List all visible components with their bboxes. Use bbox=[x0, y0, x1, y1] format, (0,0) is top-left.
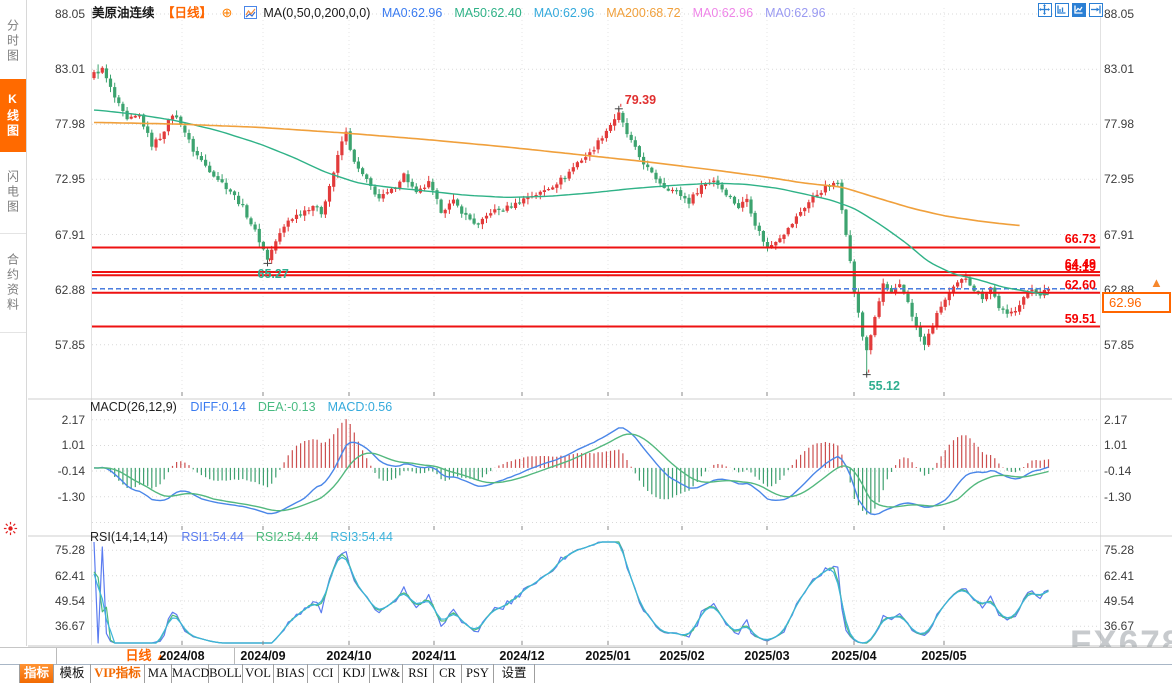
rsi-title: RSI(14,14,14) bbox=[90, 530, 168, 544]
macd-title: MACD(26,12,9) bbox=[90, 400, 177, 414]
tab-rsi[interactable]: RSI bbox=[403, 664, 434, 683]
tab-macd[interactable]: MACD bbox=[172, 664, 210, 683]
tab-vol[interactable]: VOL bbox=[243, 664, 274, 683]
x-axis-date: 2025/04 bbox=[831, 649, 877, 663]
ma-readout: MA50:62.40 bbox=[454, 6, 522, 20]
alert-icon[interactable] bbox=[3, 521, 18, 536]
x-axis-date: 2024/12 bbox=[499, 649, 545, 663]
tab-template[interactable]: 模板 bbox=[54, 664, 91, 683]
x-axis-date: 2024/11 bbox=[411, 649, 457, 663]
tab-vip-indicator[interactable]: VIP指标 bbox=[91, 664, 145, 683]
tab-boll[interactable]: BOLL bbox=[209, 664, 243, 683]
macd-panel-header: MACD(26,12,9) DIFF:0.14 DEA:-0.13 MACD:0.5… bbox=[90, 400, 404, 416]
period-selector[interactable]: 日线 ▲ bbox=[56, 648, 235, 664]
macd-readout: MACD:0.56 bbox=[327, 400, 393, 414]
rsi-readouts: RSI1:54.44 RSI2:54.44 RSI3:54.44 bbox=[181, 530, 405, 544]
sidebar-item-contract-info[interactable]: 合约资料 bbox=[0, 233, 26, 333]
chart-type-icon[interactable] bbox=[243, 6, 257, 19]
indicator-tab-bar: 指标 模板 VIP指标 MA MACD BOLL VOL BIAS CCI KDJ LW& RSI CR… bbox=[19, 664, 535, 683]
ma-settings-label: MA(0,50,0,200,0,0) bbox=[263, 6, 371, 20]
x-axis-date: 2025/02 bbox=[659, 649, 705, 663]
x-axis-date: 2025/05 bbox=[921, 649, 967, 663]
rsi-readout: RSI1:54.44 bbox=[181, 530, 244, 544]
tab-kdj[interactable]: KDJ bbox=[339, 664, 370, 683]
chart-panel-icon[interactable] bbox=[1072, 3, 1086, 17]
tab-cci[interactable]: CCI bbox=[308, 664, 339, 683]
x-axis-date: 2025/01 bbox=[585, 649, 631, 663]
tab-bias[interactable]: BIAS bbox=[274, 664, 308, 683]
sidebar-item-timeshare[interactable]: 分时图 bbox=[0, 4, 26, 80]
tab-settings[interactable]: 设置 bbox=[494, 664, 535, 683]
rsi-readout: RSI3:54.44 bbox=[330, 530, 393, 544]
ma-readout: MA0:62.96 bbox=[765, 6, 826, 20]
x-axis-date: 2024/10 bbox=[326, 649, 372, 663]
tab-indicator[interactable]: 指标 bbox=[19, 664, 54, 683]
macd-readout: DIFF:0.14 bbox=[190, 400, 246, 414]
symbol-name: 美原油连续 bbox=[92, 6, 155, 20]
pan-icon[interactable] bbox=[1038, 3, 1052, 17]
macd-readouts: DIFF:0.14 DEA:-0.13 MACD:0.56 bbox=[190, 400, 404, 414]
rsi-readout: RSI2:54.44 bbox=[255, 530, 319, 544]
x-axis-date: 2024/09 bbox=[240, 649, 286, 663]
export-icon[interactable] bbox=[1089, 3, 1103, 17]
tab-ma[interactable]: MA bbox=[145, 664, 172, 683]
ma-readout: MA200:68.72 bbox=[606, 6, 681, 20]
add-indicator-icon[interactable]: ⊕ bbox=[221, 5, 233, 20]
ma-readout: MA0:62.96 bbox=[381, 6, 443, 20]
rsi-panel-header: RSI(14,14,14) RSI1:54.44 RSI2:54.44 RSI3:5… bbox=[90, 530, 405, 546]
period-selector-label: 日线 bbox=[125, 648, 152, 663]
ma-readout: MA0:62.96 bbox=[692, 6, 754, 20]
current-price-badge: 62.96 bbox=[1102, 292, 1171, 313]
period-label[interactable]: 【日线】 bbox=[162, 6, 213, 20]
sidebar-item-flash[interactable]: 闪电图 bbox=[0, 152, 26, 234]
ma-readouts: MA0:62.96 MA50:62.40 MA0:62.96 MA200:68.72 M… bbox=[382, 6, 838, 20]
chart-header: 美原油连续 【日线】 ⊕ MA(0,50,0,200,0,0) MA0:62.9… bbox=[92, 2, 838, 20]
sidebar: 分时图 K线图 闪电图 合约资料 bbox=[0, 0, 27, 646]
chevron-up-icon: ▲ bbox=[155, 652, 166, 663]
x-axis-date: 2025/03 bbox=[744, 649, 790, 663]
tab-cr[interactable]: CR bbox=[434, 664, 462, 683]
chart-toolbar bbox=[1038, 3, 1103, 17]
current-price-arrow: ▲ bbox=[1150, 275, 1163, 290]
macd-readout: DEA:-0.13 bbox=[257, 400, 316, 414]
x-axis-row: 日线 ▲ 2024/08 2024/09 2024/10 2024/11 2024/12 2… bbox=[0, 647, 1172, 665]
x-axis-date: 2024/08 bbox=[159, 649, 205, 663]
tab-lwr[interactable]: LW& bbox=[370, 664, 403, 683]
tab-psy[interactable]: PSY bbox=[462, 664, 494, 683]
ma-readout: MA0:62.96 bbox=[533, 6, 595, 20]
sidebar-item-kline[interactable]: K线图 bbox=[0, 79, 26, 152]
fit-axis-icon[interactable] bbox=[1055, 3, 1069, 17]
